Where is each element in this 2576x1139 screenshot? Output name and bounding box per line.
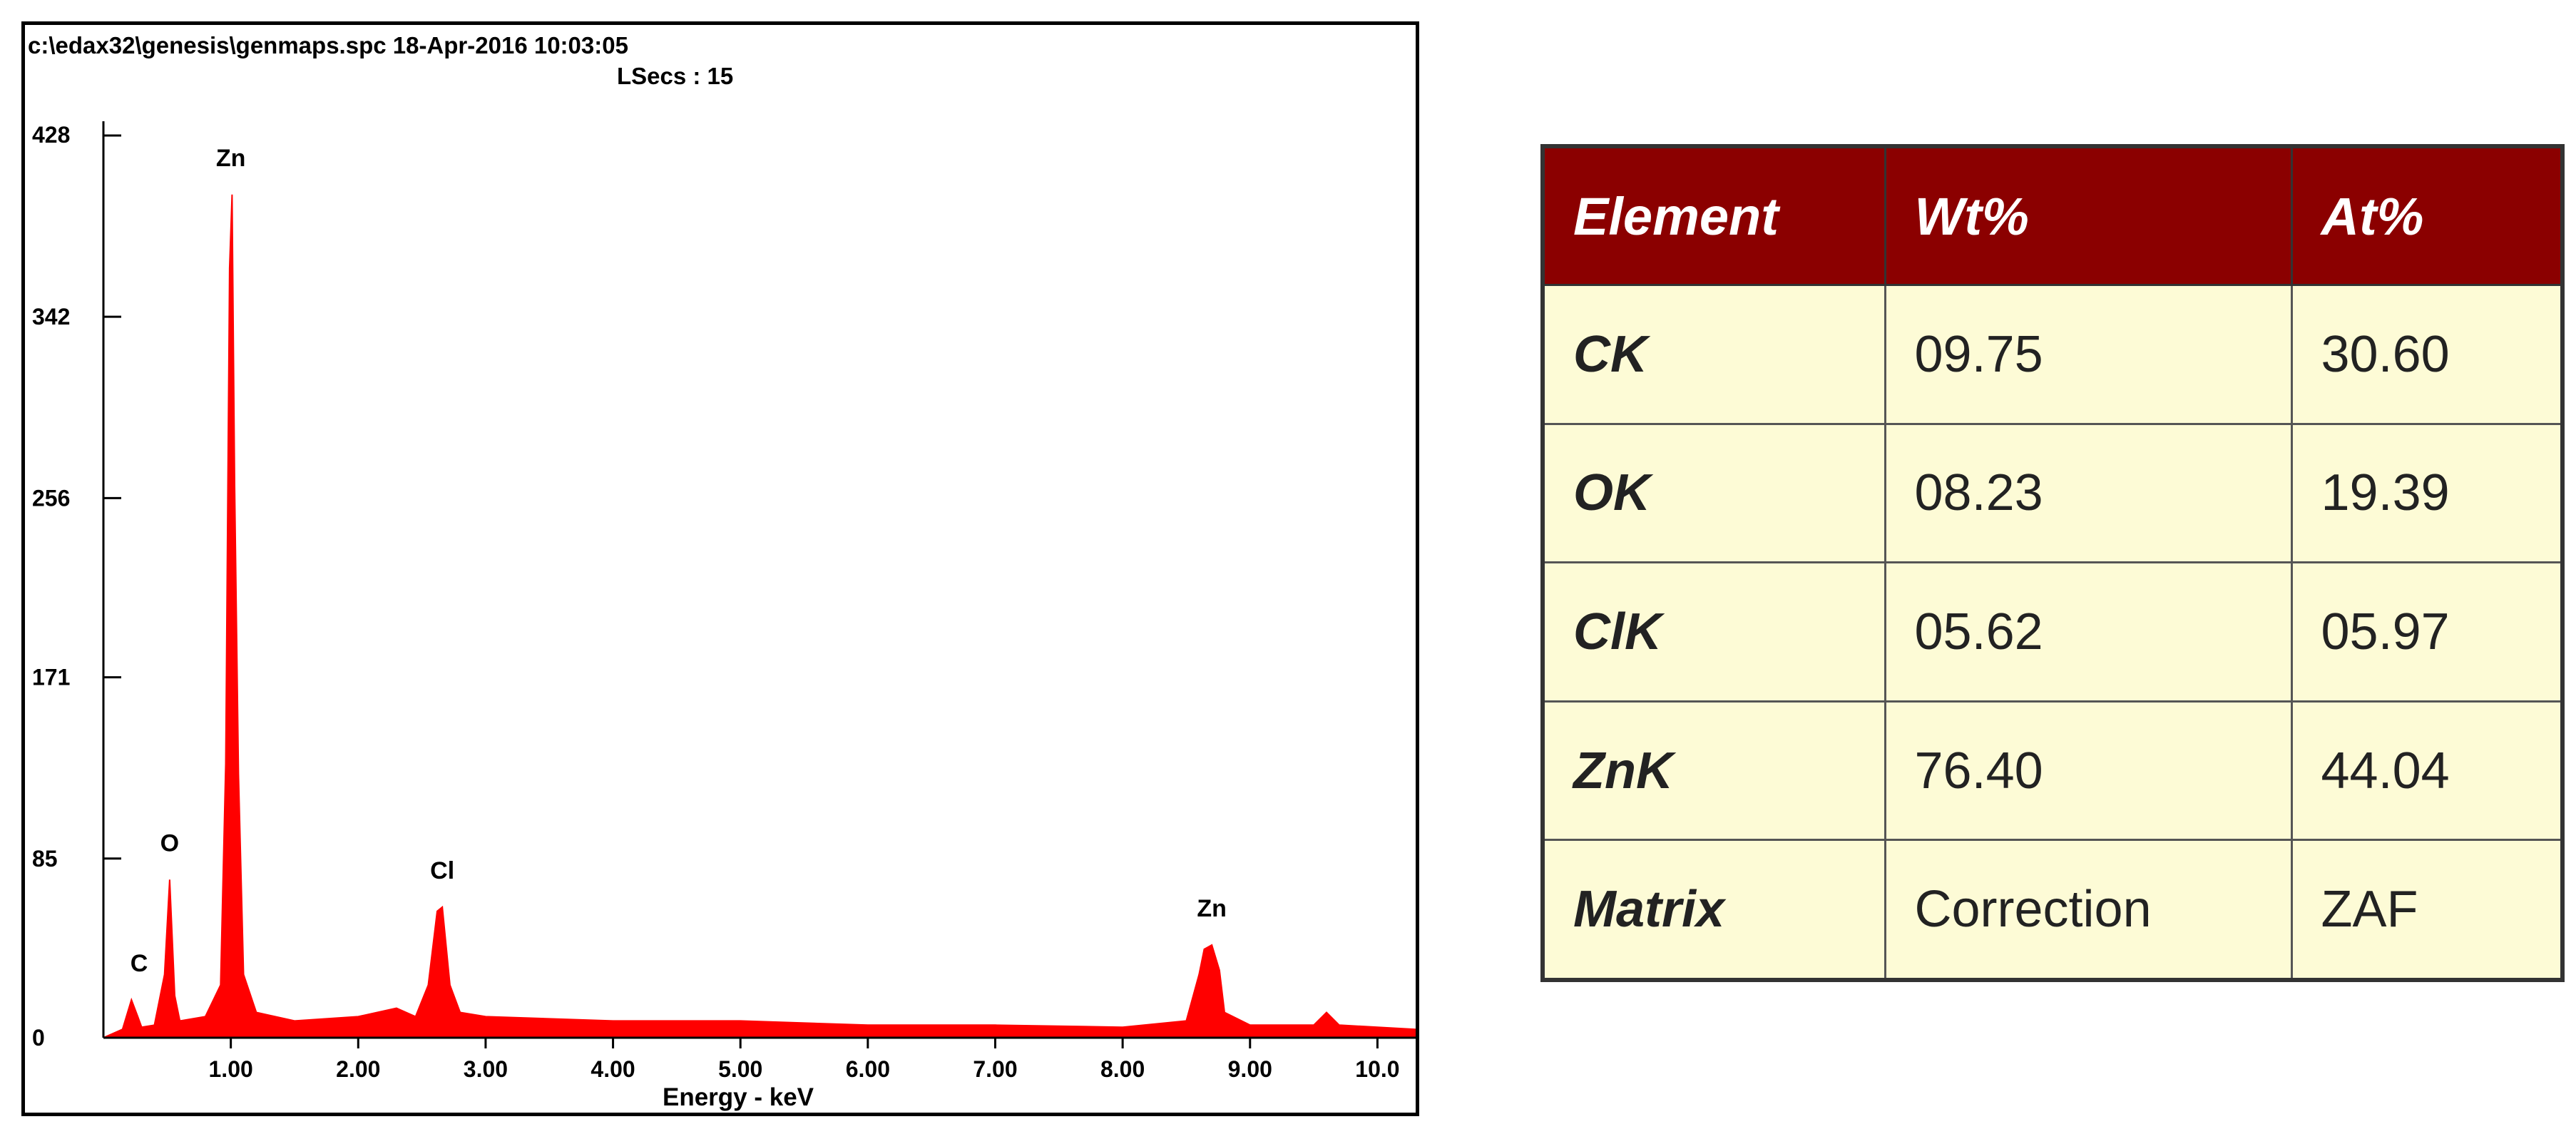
table-row: Matrix Correction ZAF xyxy=(1541,839,2564,981)
composition-table: Element Wt% At% CK 09.75 30.60 OK 08.23 … xyxy=(1540,144,2565,982)
at-percent-cell: 44.04 xyxy=(2290,700,2564,842)
element-cell: CK xyxy=(1541,284,1886,425)
peak-label: Zn xyxy=(216,145,246,172)
x-tick-label: 5.00 xyxy=(718,1056,762,1082)
lsecs-header: LSecs : 15 xyxy=(617,63,734,89)
column-header: At% xyxy=(2290,145,2564,286)
y-tick-label: 428 xyxy=(32,122,70,148)
file-path-header: c:\edax32\genesis\genmaps.spc 18-Apr-201… xyxy=(28,32,628,58)
peak-label: C xyxy=(131,950,148,977)
element-cell: ClK xyxy=(1541,561,1886,703)
x-tick-label: 4.00 xyxy=(591,1056,635,1082)
x-tick-label: 9.00 xyxy=(1228,1056,1272,1082)
wt-percent-cell: 09.75 xyxy=(1884,284,2293,425)
table-header-row: Element Wt% At% xyxy=(1541,145,2564,286)
wt-percent-cell: 05.62 xyxy=(1884,561,2293,703)
spectrum-chart: 0 85 171 256 342 428 1.00 2.00 3.00 4.00 5.00 6.00 7… xyxy=(32,121,1416,1111)
x-tick-label: 6.00 xyxy=(846,1056,890,1082)
wt-percent-cell: Correction xyxy=(1884,839,2293,981)
peak-label: Cl xyxy=(430,857,454,884)
y-tick-label: 256 xyxy=(32,485,70,511)
peak-label: O xyxy=(160,829,179,857)
wt-percent-cell: 08.23 xyxy=(1884,422,2293,564)
peak-label: Zn xyxy=(1197,895,1227,922)
y-tick-label: 0 xyxy=(32,1025,45,1051)
element-cell: Matrix xyxy=(1541,839,1886,981)
x-axis-label: Energy - keV xyxy=(663,1083,814,1111)
at-percent-cell: 30.60 xyxy=(2290,284,2564,425)
at-percent-cell: ZAF xyxy=(2290,839,2564,981)
column-header: Wt% xyxy=(1884,145,2293,286)
y-tick-label: 85 xyxy=(32,846,58,872)
table-row: OK 08.23 19.39 xyxy=(1541,422,2564,564)
x-tick-label: 10.0 xyxy=(1355,1056,1399,1082)
y-tick-label: 171 xyxy=(32,665,70,690)
element-cell: ZnK xyxy=(1541,700,1886,842)
x-tick-label: 2.00 xyxy=(336,1056,380,1082)
column-header: Element xyxy=(1541,145,1886,286)
x-tick-label: 1.00 xyxy=(209,1056,253,1082)
x-tick-label: 3.00 xyxy=(464,1056,508,1082)
y-tick-label: 342 xyxy=(32,304,70,330)
wt-percent-cell: 76.40 xyxy=(1884,700,2293,842)
x-tick-label: 8.00 xyxy=(1100,1056,1145,1082)
spectrum-panel: c:\edax32\genesis\genmaps.spc 18-Apr-201… xyxy=(21,21,1419,1116)
at-percent-cell: 05.97 xyxy=(2290,561,2564,703)
x-tick-label: 7.00 xyxy=(973,1056,1017,1082)
at-percent-cell: 19.39 xyxy=(2290,422,2564,564)
table-row: ZnK 76.40 44.04 xyxy=(1541,700,2564,842)
element-cell: OK xyxy=(1541,422,1886,564)
table-row: CK 09.75 30.60 xyxy=(1541,284,2564,425)
table-row: ClK 05.62 05.97 xyxy=(1541,561,2564,703)
spectrum-series xyxy=(103,194,1416,1038)
